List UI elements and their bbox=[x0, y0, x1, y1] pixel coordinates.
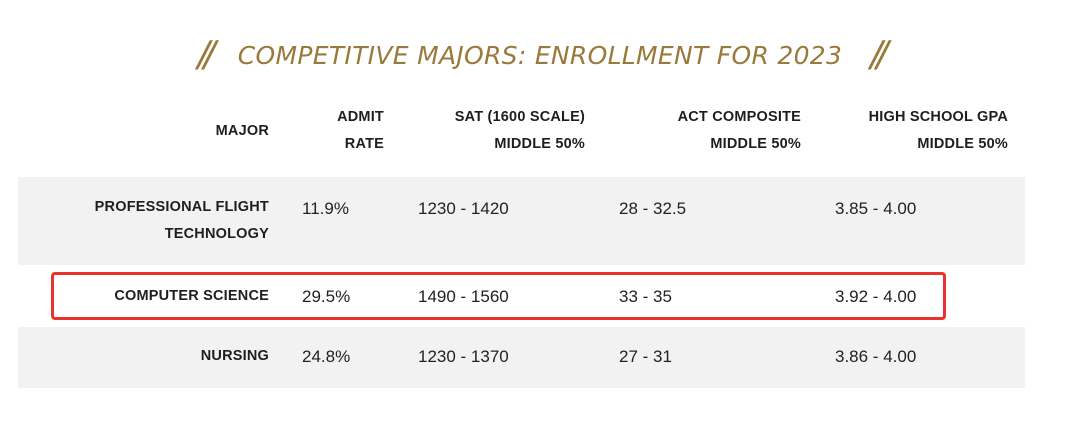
header-admit-line2: RATE bbox=[344, 136, 384, 152]
gpa-cell: 3.85 - 4.00 bbox=[835, 199, 917, 218]
sat-cell: 1490 - 1560 bbox=[418, 287, 509, 306]
table-row bbox=[18, 177, 1025, 265]
header-major: MAJOR bbox=[150, 118, 269, 145]
gpa-cell: 3.86 - 4.00 bbox=[835, 347, 917, 366]
row-major-label: PROFESSIONAL FLIGHT TECHNOLOGY bbox=[40, 194, 269, 248]
sat-cell: 1230 - 1370 bbox=[418, 347, 509, 366]
row-major-label: NURSING bbox=[40, 343, 269, 370]
major-line1: NURSING bbox=[200, 348, 269, 364]
row-major-label: COMPUTER SCIENCE bbox=[40, 283, 269, 310]
act-cell: 28 - 32.5 bbox=[619, 199, 687, 218]
header-sat-line2: MIDDLE 50% bbox=[494, 136, 585, 152]
header-sat: SAT (1600 SCALE) MIDDLE 50% bbox=[410, 104, 585, 158]
major-line1: COMPUTER SCIENCE bbox=[114, 288, 269, 304]
highlight-box bbox=[51, 272, 946, 320]
header-act-line1: ACT COMPOSITE bbox=[677, 109, 801, 125]
header-gpa-line1: HIGH SCHOOL GPA bbox=[868, 109, 1008, 125]
header-major-label: MAJOR bbox=[215, 123, 269, 139]
page-title: COMPETITIVE MAJORS: ENROLLMENT FOR 2023 bbox=[237, 40, 843, 70]
table-row bbox=[18, 327, 1025, 388]
left-slash-mark: // bbox=[197, 34, 216, 75]
act-cell: 33 - 35 bbox=[619, 287, 672, 306]
right-slash-mark: // bbox=[870, 34, 888, 75]
sat-cell: 1230 - 1420 bbox=[418, 199, 509, 218]
admit-rate-cell: 11.9% bbox=[302, 199, 349, 218]
major-line2: TECHNOLOGY bbox=[164, 226, 269, 242]
header-act: ACT COMPOSITE MIDDLE 50% bbox=[620, 104, 801, 158]
gpa-cell: 3.92 - 4.00 bbox=[835, 287, 917, 306]
admit-rate-cell: 24.8% bbox=[302, 347, 351, 366]
header-gpa: HIGH SCHOOL GPA MIDDLE 50% bbox=[830, 104, 1008, 158]
table-title-bar: // COMPETITIVE MAJORS: ENROLLMENT FOR 20… bbox=[0, 32, 1080, 78]
header-act-line2: MIDDLE 50% bbox=[710, 136, 801, 152]
major-line1: PROFESSIONAL FLIGHT bbox=[94, 199, 269, 215]
header-admit-line1: ADMIT bbox=[337, 109, 384, 125]
act-cell: 27 - 31 bbox=[619, 347, 672, 366]
header-sat-line1: SAT (1600 SCALE) bbox=[454, 109, 585, 125]
header-gpa-line2: MIDDLE 50% bbox=[917, 136, 1008, 152]
header-admit-rate: ADMIT RATE bbox=[300, 104, 384, 158]
admit-rate-cell: 29.5% bbox=[302, 287, 351, 306]
